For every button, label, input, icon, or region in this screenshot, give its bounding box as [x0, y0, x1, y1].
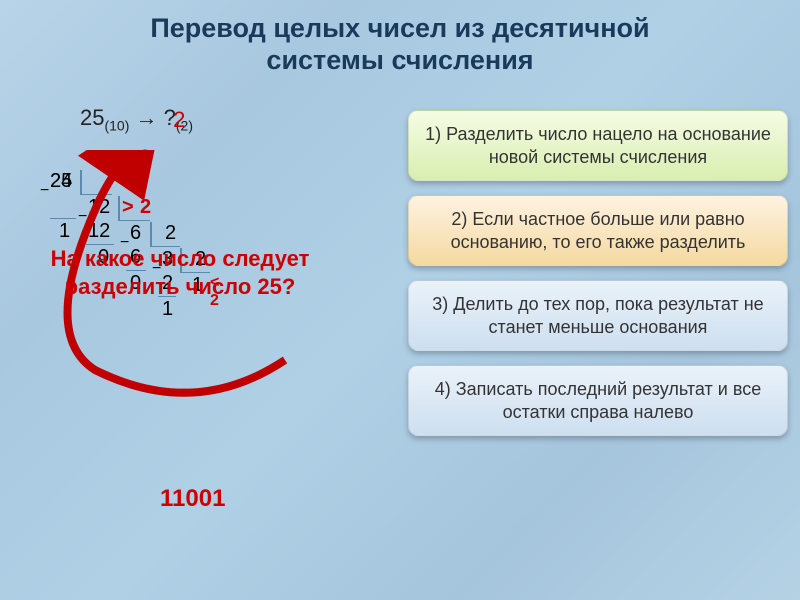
formula-divisor: 2: [173, 107, 185, 132]
step-2: 2) Если частное больше или равно основан…: [408, 195, 788, 266]
slide-title: Перевод целых чисел из десятичной систем…: [0, 0, 800, 77]
left-panel: 25(10) → ?(2) 2 ? − 25 24 1 12 − 12 0 > …: [20, 105, 400, 565]
conversion-formula: 25(10) → ?(2) 2: [80, 105, 211, 133]
formula-num: 25: [80, 105, 104, 130]
binary-result: 11001: [160, 485, 225, 513]
step-3: 3) Делить до тех пор, пока результат не …: [408, 280, 788, 351]
step-1: 1) Разделить число нацело на основание н…: [408, 110, 788, 181]
title-line1: Перевод целых чисел из десятичной: [0, 12, 800, 44]
step-4: 4) Записать последний результат и все ос…: [408, 365, 788, 436]
overlay-question: На какое число следует разделить число 2…: [20, 245, 340, 300]
formula-base-from: (10): [104, 117, 129, 133]
steps-panel: 1) Разделить число нацело на основание н…: [408, 110, 788, 450]
formula-arrow: →: [136, 105, 158, 130]
title-line2: системы счисления: [0, 44, 800, 76]
